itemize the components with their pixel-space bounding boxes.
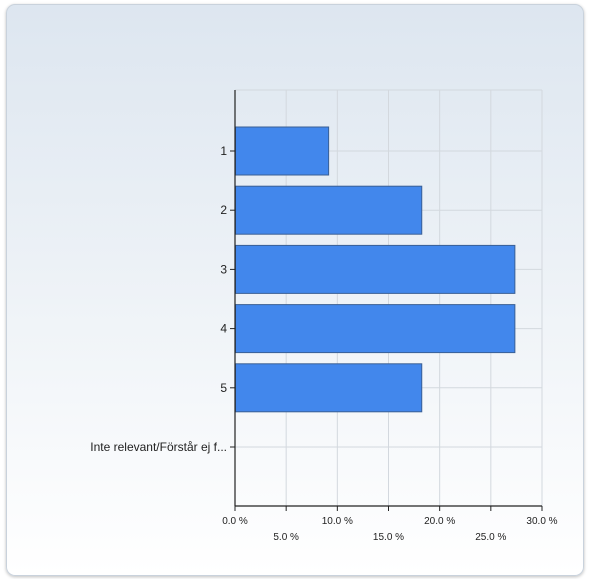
bar-3 — [235, 244, 516, 294]
category-label: 5 — [220, 381, 227, 395]
x-tick-label: 0.0 % — [222, 516, 248, 527]
x-tick-label: 15.0 % — [373, 532, 404, 543]
bar-5 — [235, 363, 423, 413]
category-label: 3 — [220, 262, 227, 276]
x-tick-label: 20.0 % — [424, 516, 455, 527]
x-tick-label: 5.0 % — [273, 532, 299, 543]
x-tick-label: 30.0 % — [526, 516, 557, 527]
x-tick-label: 10.0 % — [322, 516, 353, 527]
x-tick-label: 25.0 % — [475, 532, 506, 543]
category-label: 4 — [220, 322, 227, 336]
category-label: 1 — [220, 144, 227, 158]
bar-2 — [235, 185, 423, 235]
bar-4 — [235, 304, 516, 354]
chart-panel: 1 2 3 4 5 Inte relevant/Förstår ej f... 0.0 % 5… — [6, 4, 584, 576]
category-label: 2 — [220, 203, 227, 217]
bar-1 — [235, 126, 330, 176]
category-label: Inte relevant/Förstår ej f... — [90, 440, 227, 454]
bar-chart: 1 2 3 4 5 Inte relevant/Förstår ej f... 0.0 % 5… — [90, 89, 558, 543]
